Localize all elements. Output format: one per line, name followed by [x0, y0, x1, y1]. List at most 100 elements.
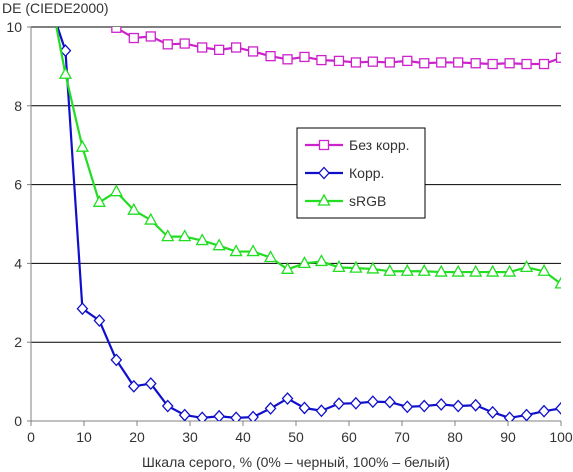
- point-marker: [402, 55, 413, 67]
- point-marker: [281, 392, 294, 406]
- point-marker: [282, 54, 293, 65]
- point-marker: [470, 58, 481, 69]
- point-marker: [316, 54, 327, 66]
- point-marker: [127, 379, 140, 393]
- legend: Без корр. Корр. sRGB: [296, 127, 426, 219]
- point-marker: [555, 401, 561, 415]
- y-tick-label: 8: [14, 98, 22, 114]
- point-marker: [195, 233, 209, 246]
- point-marker: [417, 263, 431, 276]
- point-marker: [486, 405, 499, 419]
- point-marker: [110, 353, 123, 367]
- point-marker: [93, 314, 106, 327]
- point-marker: [111, 27, 122, 33]
- point-marker: [469, 398, 482, 412]
- legend-label: sRGB: [349, 193, 386, 209]
- point-marker: [161, 229, 175, 242]
- point-marker: [436, 57, 447, 68]
- point-marker: [230, 42, 242, 53]
- point-marker: [144, 212, 158, 225]
- point-marker: [537, 263, 551, 276]
- x-axis-label: Шкала серого, % (0% – черный, 100% – бел…: [142, 454, 450, 470]
- point-marker: [487, 58, 498, 70]
- point-marker: [554, 276, 561, 289]
- point-marker: [196, 411, 209, 421]
- point-marker: [317, 193, 331, 206]
- y-tick-label: 10: [6, 19, 22, 35]
- point-marker: [263, 250, 278, 263]
- point-marker: [504, 58, 515, 69]
- x-tick-label: 90: [500, 429, 516, 445]
- series-Корр.: [56, 27, 561, 421]
- point-marker: [401, 400, 414, 414]
- point-marker: [400, 263, 414, 276]
- point-marker: [469, 264, 483, 277]
- point-marker: [264, 401, 277, 415]
- point-marker: [366, 395, 379, 409]
- point-marker: [127, 202, 141, 215]
- point-marker: [298, 401, 311, 415]
- point-marker: [315, 404, 328, 418]
- x-tick-label: 40: [235, 429, 251, 445]
- legend-label: Корр.: [349, 165, 384, 181]
- point-marker: [178, 229, 192, 242]
- point-marker: [247, 410, 259, 421]
- x-tick-label: 20: [129, 429, 145, 445]
- x-tick-label: 70: [394, 429, 410, 445]
- point-marker: [538, 404, 550, 418]
- point-marker: [178, 408, 191, 421]
- point-marker: [318, 166, 330, 180]
- point-marker: [144, 377, 157, 391]
- point-marker: [297, 256, 312, 269]
- point-marker: [486, 264, 500, 277]
- point-marker: [521, 58, 532, 70]
- x-tick-label: 60: [341, 429, 357, 445]
- point-marker: [435, 397, 448, 411]
- legend-label: Без корр.: [349, 137, 410, 153]
- point-marker: [197, 42, 208, 53]
- axes: [27, 26, 562, 426]
- point-marker: [502, 264, 517, 277]
- point-marker: [383, 263, 397, 276]
- point-marker: [59, 44, 72, 58]
- point-marker: [314, 254, 329, 267]
- x-tick-label: 30: [182, 429, 198, 445]
- point-marker: [75, 139, 90, 152]
- point-marker: [332, 259, 346, 272]
- point-marker: [350, 57, 362, 68]
- y-tick-label: 2: [14, 334, 22, 350]
- point-marker: [453, 57, 464, 68]
- point-marker: [367, 56, 379, 67]
- point-marker: [555, 52, 561, 63]
- point-marker: [366, 261, 380, 274]
- point-marker: [265, 51, 276, 62]
- series-sRGB: [55, 27, 561, 289]
- x-tick-label: 80: [447, 429, 463, 445]
- point-marker: [452, 399, 465, 413]
- legend-entry: Без корр.: [305, 137, 410, 153]
- point-marker: [213, 409, 226, 421]
- y-tick-label: 6: [14, 177, 22, 193]
- x-tick-label: 0: [27, 429, 35, 445]
- legend-entry: sRGB: [305, 193, 386, 209]
- point-marker: [76, 302, 89, 316]
- point-marker: [230, 411, 242, 421]
- point-marker: [519, 259, 534, 272]
- point-marker: [162, 39, 173, 50]
- point-marker: [318, 139, 330, 151]
- point-marker: [109, 184, 123, 197]
- point-marker: [212, 238, 226, 251]
- point-marker: [145, 31, 156, 42]
- point-marker: [451, 264, 465, 277]
- point-marker: [299, 51, 310, 63]
- y-axis-label: DE (CIEDE2000): [2, 0, 109, 16]
- point-marker: [538, 58, 550, 70]
- point-marker: [349, 260, 363, 273]
- series-group: [55, 27, 561, 421]
- x-tick-label: 50: [288, 429, 304, 445]
- point-marker: [213, 44, 225, 56]
- point-marker: [246, 244, 260, 257]
- point-marker: [434, 264, 448, 277]
- point-marker: [92, 194, 106, 207]
- point-marker: [179, 38, 190, 49]
